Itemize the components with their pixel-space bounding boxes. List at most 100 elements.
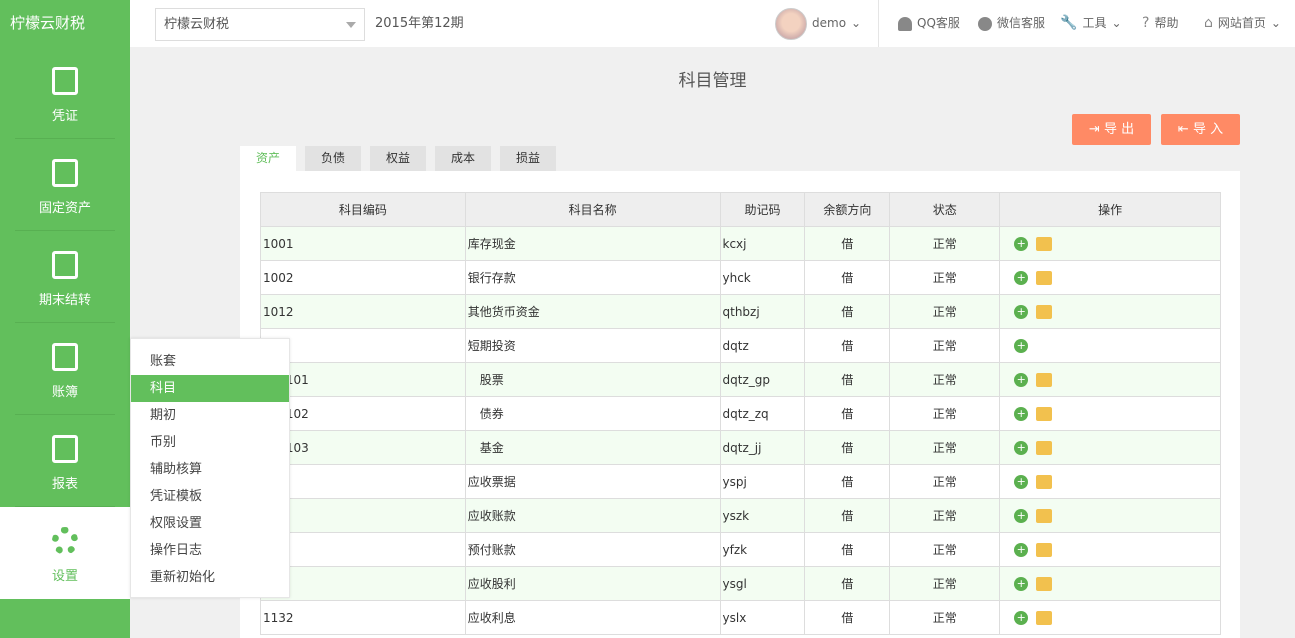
edit-icon[interactable] <box>1036 508 1053 523</box>
edit-icon[interactable] <box>1036 474 1053 489</box>
sidebar-item-1[interactable]: 固定资产 <box>15 139 115 231</box>
settings-menu-item[interactable]: 凭证模板 <box>150 489 203 504</box>
edit-icon[interactable] <box>1036 304 1053 319</box>
table-cell: 借 <box>804 260 891 295</box>
sidebar-item-3[interactable]: 账簿 <box>15 323 115 415</box>
help-link[interactable]: ? 帮助 <box>1142 0 1178 47</box>
pie-chart-icon <box>52 435 78 463</box>
table-cell: qthbzj <box>719 294 806 329</box>
home-link[interactable]: ⌂ 网站首页 ⌄ <box>1204 0 1281 47</box>
settings-menu-item[interactable]: 权限设置 <box>150 516 203 531</box>
add-icon[interactable]: + <box>1014 576 1029 591</box>
table-cell <box>260 464 466 499</box>
table-cell: 预付账款 <box>464 532 721 567</box>
table-cell <box>260 566 466 601</box>
tab-4[interactable]: 损益 <box>500 146 556 171</box>
settings-menu-item[interactable]: 操作日志 <box>150 543 203 558</box>
qq-support-label: QQ客服 <box>917 16 960 30</box>
settings-menu-item[interactable]: 币别 <box>150 435 177 450</box>
import-button[interactable]: ⇤ 导 入 <box>1161 114 1240 145</box>
table-cell: 正常 <box>889 260 1001 295</box>
table-cell: 1012 <box>260 294 466 329</box>
table-cell: 借 <box>804 532 891 567</box>
chevron-down-icon: ⌄ <box>1270 16 1281 30</box>
table-cell: 其他货币资金 <box>464 294 721 329</box>
tab-2[interactable]: 权益 <box>370 146 426 171</box>
add-icon[interactable]: + <box>1014 372 1029 387</box>
logo: 柠檬云财税 <box>0 0 130 47</box>
table-cell: dqtz_gp <box>719 362 806 397</box>
actions-cell: + <box>999 498 1221 533</box>
tab-0[interactable]: 资产 <box>240 146 296 171</box>
actions-cell: + <box>999 396 1221 431</box>
gear-icon <box>52 527 78 555</box>
settings-menu-item[interactable]: 账套 <box>150 354 177 369</box>
edit-icon[interactable] <box>1036 440 1053 455</box>
sidebar-item-label: 固定资产 <box>38 201 91 216</box>
tools-menu[interactable]: 🔧 工具 ⌄ <box>1060 0 1122 47</box>
add-icon[interactable]: + <box>1014 406 1029 421</box>
qq-support-link[interactable]: QQ客服 <box>898 0 960 47</box>
add-icon[interactable]: + <box>1014 542 1029 557</box>
table-cell: 基金 <box>464 430 721 465</box>
sidebar-item-4[interactable]: 报表 <box>15 415 115 507</box>
table-cell: 正常 <box>889 464 1001 499</box>
settings-menu-item[interactable]: 科目 <box>131 375 289 402</box>
settings-menu-item[interactable]: 期初 <box>150 408 177 423</box>
table-cell: 借 <box>804 430 891 465</box>
add-icon[interactable]: + <box>1014 338 1029 353</box>
table-cell: yszk <box>719 498 806 533</box>
table-cell: 借 <box>804 566 891 601</box>
building-icon <box>52 159 78 187</box>
table-cell: 正常 <box>889 362 1001 397</box>
sidebar-item-5[interactable]: 设置 <box>0 507 130 599</box>
user-menu[interactable]: demo ⌄ <box>775 0 861 47</box>
actions-cell: + <box>999 566 1221 601</box>
edit-icon[interactable] <box>1036 576 1053 591</box>
table-cell: 应收利息 <box>464 600 721 635</box>
table-cell: 借 <box>804 226 891 261</box>
tab-3[interactable]: 成本 <box>435 146 491 171</box>
add-icon[interactable]: + <box>1014 440 1029 455</box>
account-select[interactable]: 柠檬云财税 <box>155 8 365 41</box>
table-cell: 正常 <box>889 566 1001 601</box>
actions-cell: + <box>999 532 1221 567</box>
add-icon[interactable]: + <box>1014 236 1029 251</box>
settings-menu-item[interactable]: 重新初始化 <box>150 570 216 585</box>
sidebar-item-2[interactable]: 期末结转 <box>15 231 115 323</box>
table-cell: 借 <box>804 362 891 397</box>
settings-menu-item[interactable]: 辅助核算 <box>150 462 203 477</box>
edit-icon[interactable] <box>1036 406 1053 421</box>
question-icon: ? <box>1142 15 1150 31</box>
home-label: 网站首页 <box>1217 16 1266 30</box>
edit-icon[interactable] <box>1036 610 1053 625</box>
column-header: 操作 <box>999 192 1221 227</box>
table-row: 应收股利 ysgl 借正常 + <box>260 566 1221 601</box>
tab-1[interactable]: 负债 <box>305 146 361 171</box>
add-icon[interactable]: + <box>1014 270 1029 285</box>
column-header: 余额方向 <box>804 192 891 227</box>
tools-label: 工具 <box>1082 16 1107 30</box>
table-cell: 应收股利 <box>464 566 721 601</box>
edit-icon[interactable] <box>1036 236 1053 251</box>
table-cell: 借 <box>804 294 891 329</box>
add-icon[interactable]: + <box>1014 508 1029 523</box>
table-cell: yslx <box>719 600 806 635</box>
edit-icon[interactable] <box>1036 542 1053 557</box>
edit-icon[interactable] <box>1036 372 1053 387</box>
table-row: 应收票据 yspj 借正常 + <box>260 464 1221 499</box>
add-icon[interactable]: + <box>1014 474 1029 489</box>
table-cell: 正常 <box>889 226 1001 261</box>
edit-icon[interactable] <box>1036 270 1053 285</box>
actions-cell: + <box>999 226 1221 261</box>
table-cell: 110101 <box>260 362 466 397</box>
export-button[interactable]: ⇥ 导 出 <box>1072 114 1151 145</box>
table-cell: 应收账款 <box>464 498 721 533</box>
sidebar-item-label: 设置 <box>51 569 78 584</box>
wechat-support-link[interactable]: 微信客服 <box>978 0 1045 47</box>
table-row: 短期投资 dqtz 借正常 + <box>260 328 1221 363</box>
sidebar-item-0[interactable]: 凭证 <box>15 47 115 139</box>
add-icon[interactable]: + <box>1014 610 1029 625</box>
username: demo <box>812 16 847 30</box>
add-icon[interactable]: + <box>1014 304 1029 319</box>
